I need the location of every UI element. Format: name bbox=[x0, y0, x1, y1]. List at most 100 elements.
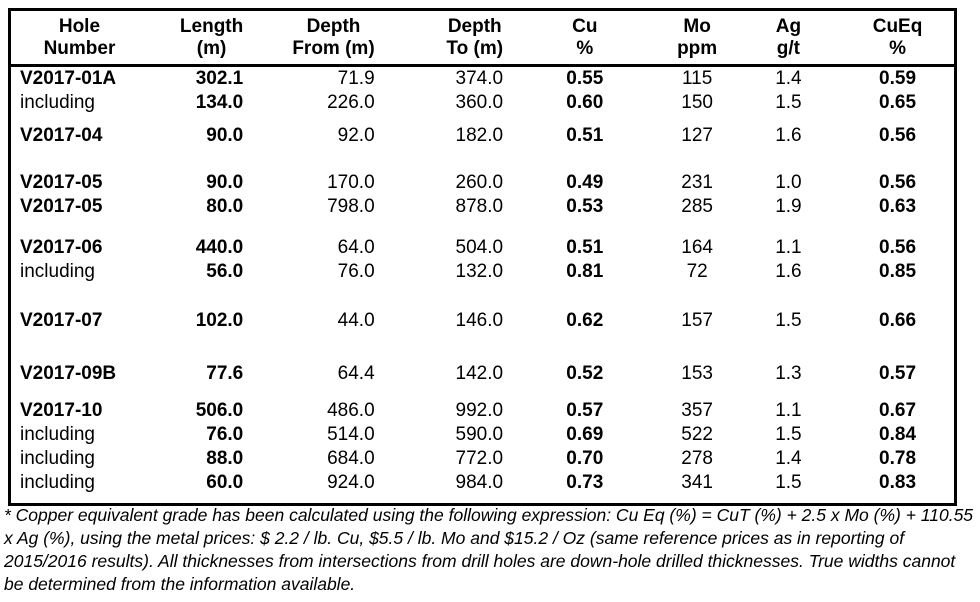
header-line: To (m) bbox=[446, 38, 504, 59]
cell-ag: 1.5 bbox=[775, 424, 802, 445]
header-line: ppm bbox=[677, 38, 718, 59]
cell-cu: 0.51 bbox=[566, 237, 604, 258]
cell-cu: 0.52 bbox=[566, 363, 604, 384]
header-line: Length bbox=[179, 16, 244, 37]
cell-ag: 1.4 bbox=[775, 448, 802, 469]
cell-from: 486.0 bbox=[327, 400, 375, 421]
group-gap-cell bbox=[10, 495, 956, 504]
footnote: * Copper equivalent grade has been calcu… bbox=[4, 505, 974, 594]
cell-mo: 285 bbox=[681, 196, 713, 217]
cell-cueq: 0.56 bbox=[879, 125, 917, 146]
cell-mo: 127 bbox=[681, 125, 713, 146]
header-line: Cu bbox=[572, 16, 598, 37]
cell-ag: 1.6 bbox=[775, 125, 802, 146]
cell-length: 56.0 bbox=[206, 261, 244, 282]
cell-from: 924.0 bbox=[327, 472, 375, 493]
cell-cueq: 0.85 bbox=[879, 261, 917, 282]
header-line: Mo bbox=[683, 16, 711, 37]
cell-mo: 153 bbox=[681, 363, 713, 384]
cell-length: 440.0 bbox=[195, 237, 244, 258]
cell-length: 90.0 bbox=[206, 172, 244, 193]
cell-cueq: 0.59 bbox=[879, 68, 917, 89]
cell-hole: including bbox=[20, 261, 95, 282]
group-gap-cell bbox=[10, 148, 956, 171]
header-row: Hole Number Length (m) Depth From (m) Depth… bbox=[9, 9, 956, 67]
cell-ag: 1.9 bbox=[775, 196, 802, 217]
cell-mo: 278 bbox=[681, 448, 713, 469]
cell-cueq: 0.67 bbox=[879, 400, 917, 421]
cell-cueq: 0.84 bbox=[879, 424, 917, 445]
header-line: Number bbox=[43, 38, 116, 59]
cell-hole: V2017-07 bbox=[20, 310, 103, 331]
group-gap-cell bbox=[10, 333, 956, 362]
cell-from: 170.0 bbox=[327, 172, 375, 193]
table-row: V2017-04 90.0 92.0 182.0 0.51 127 1.6 0.56 bbox=[10, 124, 956, 148]
cell-ag: 1.5 bbox=[775, 92, 802, 113]
cell-from: 64.0 bbox=[337, 237, 375, 258]
cell-length: 90.0 bbox=[206, 125, 244, 146]
cell-cu: 0.53 bbox=[566, 196, 604, 217]
cell-from: 76.0 bbox=[337, 261, 375, 282]
cell-cueq: 0.63 bbox=[879, 196, 917, 217]
cell-from: 92.0 bbox=[337, 125, 375, 146]
table-row: including 60.0 924.0 984.0 0.73 341 1.5 0.83 bbox=[10, 471, 956, 495]
table-row: V2017-09B 77.6 64.4 142.0 0.52 153 1.3 0.57 bbox=[10, 362, 956, 386]
group-gap-cell bbox=[10, 219, 956, 236]
cell-hole: V2017-10 bbox=[20, 400, 103, 421]
column-header-cueq: CuEq% bbox=[841, 9, 956, 67]
drill-results-table: Hole Number Length (m) Depth From (m) Depth… bbox=[8, 8, 957, 506]
cell-from: 71.9 bbox=[337, 68, 375, 89]
cell-ag: 1.5 bbox=[775, 310, 802, 331]
column-header-hole-number: Hole Number bbox=[9, 9, 148, 67]
header-line: Ag bbox=[775, 16, 802, 37]
table-row: V2017-01A 302.1 71.9 374.0 0.55 115 1.4 0.59 bbox=[10, 66, 956, 92]
cell-hole: including bbox=[20, 424, 95, 445]
cell-hole: V2017-01A bbox=[20, 68, 117, 89]
table-row: V2017-07 102.0 44.0 146.0 0.62 157 1.5 0.66 bbox=[10, 309, 956, 333]
group-gap bbox=[10, 495, 956, 504]
cell-hole: including bbox=[20, 448, 95, 469]
cell-mo: 341 bbox=[681, 472, 713, 493]
cell-cu: 0.55 bbox=[566, 68, 604, 89]
cell-length: 60.0 bbox=[206, 472, 244, 493]
table-row: V2017-05 80.0 798.0 878.0 0.53 285 1.9 0.63 bbox=[10, 195, 956, 219]
cell-cu: 0.70 bbox=[566, 448, 604, 469]
column-header-depth-from: Depth From (m) bbox=[251, 9, 383, 67]
cell-to: 992.0 bbox=[455, 400, 504, 421]
cell-length: 77.6 bbox=[206, 363, 244, 384]
cell-mo: 357 bbox=[681, 400, 713, 421]
cell-cueq: 0.78 bbox=[879, 448, 917, 469]
cell-cueq: 0.66 bbox=[879, 310, 917, 331]
cell-from: 226.0 bbox=[327, 92, 375, 113]
group-gap bbox=[10, 115, 956, 124]
table-header: Hole Number Length (m) Depth From (m) Depth… bbox=[9, 9, 956, 67]
group-gap bbox=[10, 148, 956, 171]
cell-cu: 0.69 bbox=[566, 424, 604, 445]
cell-hole: V2017-04 bbox=[20, 125, 103, 146]
group-gap bbox=[10, 284, 956, 309]
cell-cu: 0.49 bbox=[566, 172, 604, 193]
header-line: CuEq bbox=[872, 16, 923, 37]
column-header-length: Length (m) bbox=[147, 9, 252, 67]
cell-to: 590.0 bbox=[455, 424, 504, 445]
header-line: % bbox=[889, 38, 906, 59]
cell-to: 146.0 bbox=[455, 310, 504, 331]
cell-cueq: 0.83 bbox=[879, 472, 917, 493]
cell-from: 798.0 bbox=[327, 196, 375, 217]
cell-to: 984.0 bbox=[455, 472, 504, 493]
cell-hole: V2017-05 bbox=[20, 172, 103, 193]
cell-length: 302.1 bbox=[195, 68, 244, 89]
cell-mo: 115 bbox=[681, 68, 713, 89]
cell-cu: 0.57 bbox=[566, 400, 604, 421]
cell-ag: 1.1 bbox=[775, 237, 802, 258]
cell-length: 506.0 bbox=[195, 400, 244, 421]
header-line: Depth bbox=[447, 16, 502, 37]
cell-to: 878.0 bbox=[455, 196, 504, 217]
cell-hole: V2017-06 bbox=[20, 237, 103, 258]
cell-length: 76.0 bbox=[206, 424, 244, 445]
cell-cueq: 0.57 bbox=[879, 363, 917, 384]
cell-hole: including bbox=[20, 92, 95, 113]
cell-ag: 1.1 bbox=[775, 400, 802, 421]
cell-ag: 1.6 bbox=[775, 261, 802, 282]
